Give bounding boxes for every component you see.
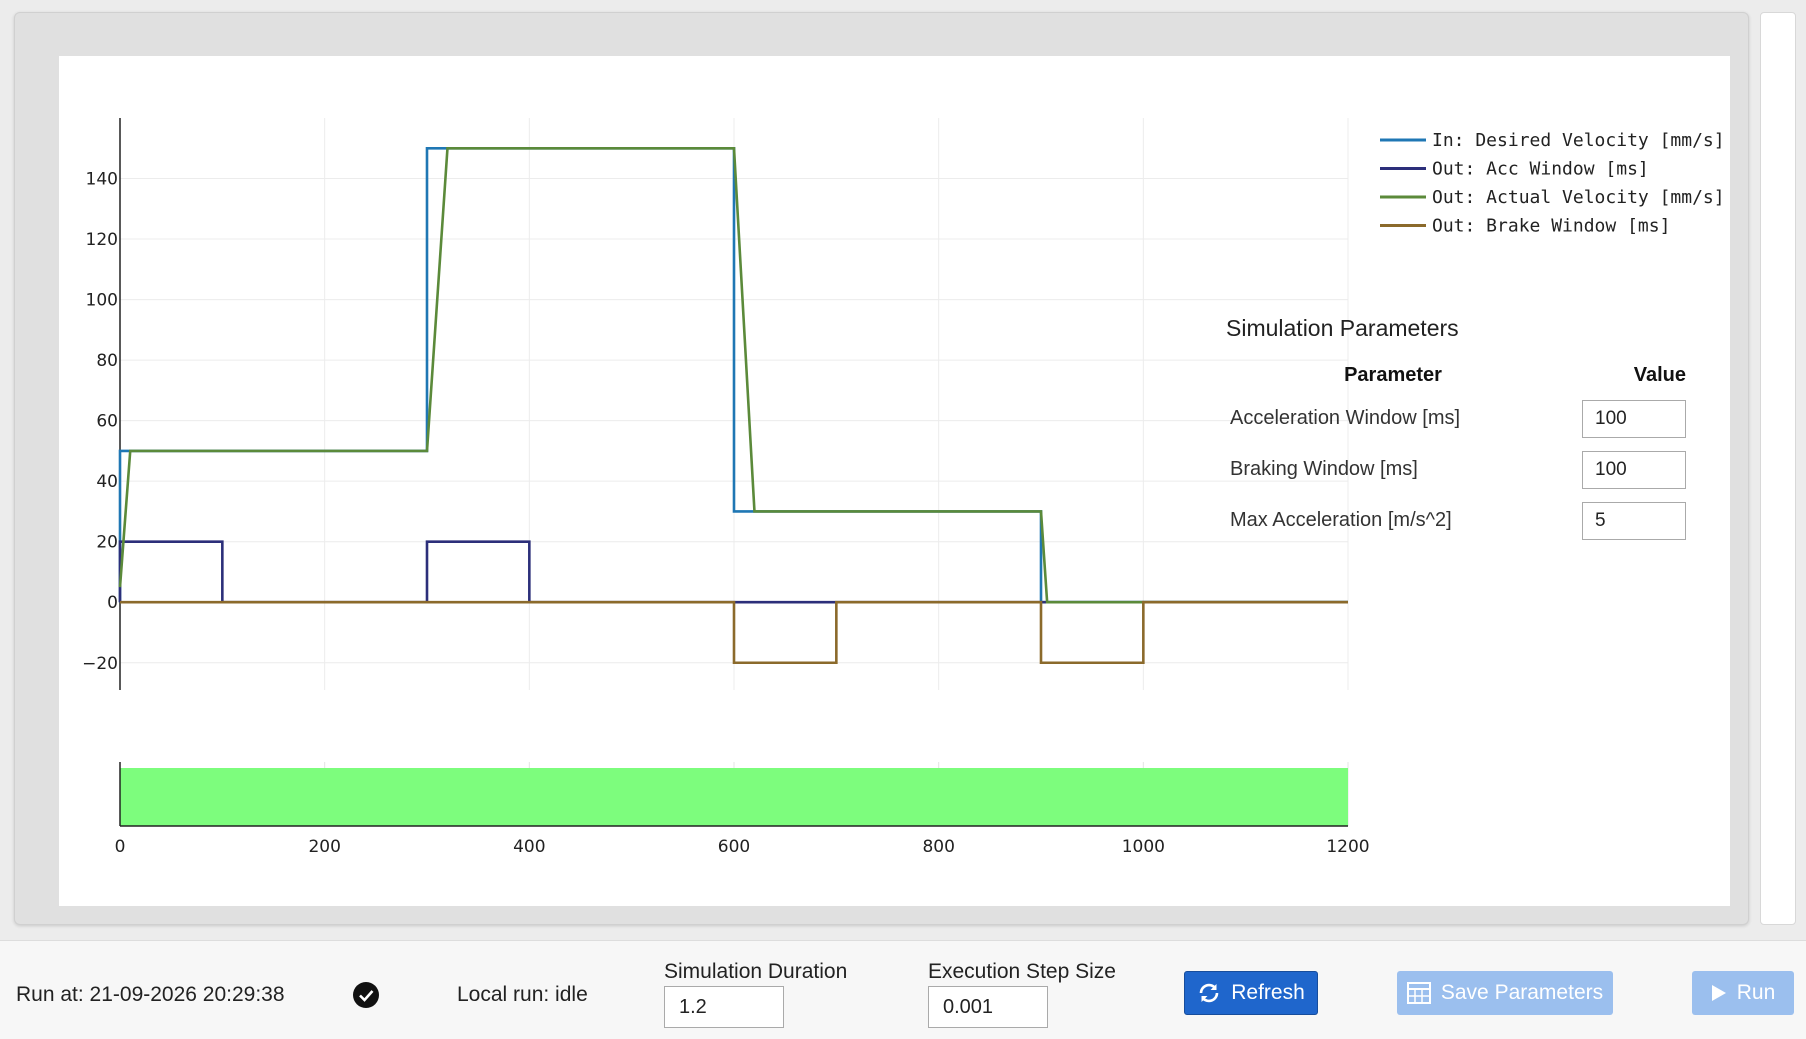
local-run-status: Local run: idle	[457, 983, 588, 1006]
params-title: Simulation Parameters	[1226, 315, 1459, 341]
x-tick-label: 600	[718, 837, 750, 857]
simulation-parameters-panel: Simulation Parameters Parameter Value Ac…	[1224, 315, 1690, 546]
run-at-label: Run at: 21-09-2026 20:29:38	[16, 983, 285, 1006]
y-tick-label: 140	[86, 170, 118, 190]
header-parameter: Parameter	[1344, 364, 1442, 386]
line-chart: −20 0 20 40 60 80 100 120 140 0 200 400 600 800 1000 12…	[82, 118, 1725, 857]
run-button[interactable]: Run	[1692, 971, 1794, 1015]
simulation-duration-label: Simulation Duration	[664, 960, 848, 983]
run-label: Run	[1736, 981, 1776, 1004]
simulation-duration-input[interactable]	[664, 986, 784, 1028]
x-tick-label: 1200	[1326, 837, 1369, 857]
legend-entry: Out: Brake Window [ms]	[1432, 216, 1670, 237]
series-layer	[118, 146, 1348, 665]
acceleration-window-input[interactable]	[1582, 399, 1686, 438]
header-value: Value	[1633, 364, 1686, 386]
series-line	[120, 600, 1348, 665]
save-parameters-label: Save Parameters	[1440, 981, 1604, 1004]
check-circle-icon	[353, 982, 379, 1008]
param-row: Max Acceleration [m/s^2]	[1224, 495, 1690, 546]
legend-entry: In: Desired Velocity [mm/s]	[1432, 130, 1725, 151]
y-tick-label: 100	[86, 291, 118, 311]
legend: In: Desired Velocity [mm/s] Out: Acc Wind…	[1380, 130, 1725, 237]
legend-entry: Out: Acc Window [ms]	[1432, 159, 1649, 180]
execution-step-size-input[interactable]	[928, 986, 1048, 1028]
param-label: Braking Window [ms]	[1230, 458, 1418, 480]
execution-step-size-label: Execution Step Size	[928, 960, 1116, 983]
param-row: Braking Window [ms]	[1224, 444, 1690, 495]
y-tick-label: −20	[82, 654, 118, 674]
x-tick-label: 800	[922, 837, 954, 857]
x-tick-label: 200	[308, 837, 340, 857]
param-label: Acceleration Window [ms]	[1230, 407, 1461, 429]
refresh-label: Refresh	[1231, 981, 1305, 1004]
save-parameters-button[interactable]: Save Parameters	[1397, 971, 1613, 1015]
side-scroll-panel[interactable]	[1760, 12, 1796, 925]
series-line	[118, 146, 1348, 604]
refresh-icon	[1199, 983, 1219, 1003]
y-tick-label: 40	[96, 472, 118, 492]
x-tick-label: 0	[115, 837, 126, 857]
table-save-icon	[1406, 982, 1431, 1004]
braking-window-input[interactable]	[1582, 450, 1686, 489]
param-label: Max Acceleration [m/s^2]	[1230, 509, 1452, 531]
y-tick-label: 60	[96, 412, 118, 432]
legend-entry: Out: Actual Velocity [mm/s]	[1432, 187, 1725, 208]
x-tick-label: 400	[513, 837, 545, 857]
params-table: Parameter Value Acceleration Window [ms]…	[1224, 358, 1690, 546]
y-tick-label: 80	[96, 351, 118, 371]
y-tick-label: 120	[86, 230, 118, 250]
tick-labels: −20 0 20 40 60 80 100 120 140 0 200 400 600 800 1000 12…	[82, 170, 1370, 857]
status-band	[120, 768, 1348, 826]
x-tick-label: 1000	[1122, 837, 1165, 857]
refresh-button[interactable]: Refresh	[1184, 971, 1318, 1015]
param-row: Acceleration Window [ms]	[1224, 393, 1690, 444]
y-tick-label: 20	[96, 533, 118, 553]
max-acceleration-input[interactable]	[1582, 501, 1686, 540]
play-icon	[1711, 985, 1726, 1001]
y-tick-label: 0	[107, 593, 118, 613]
status-band-layer	[120, 768, 1348, 826]
